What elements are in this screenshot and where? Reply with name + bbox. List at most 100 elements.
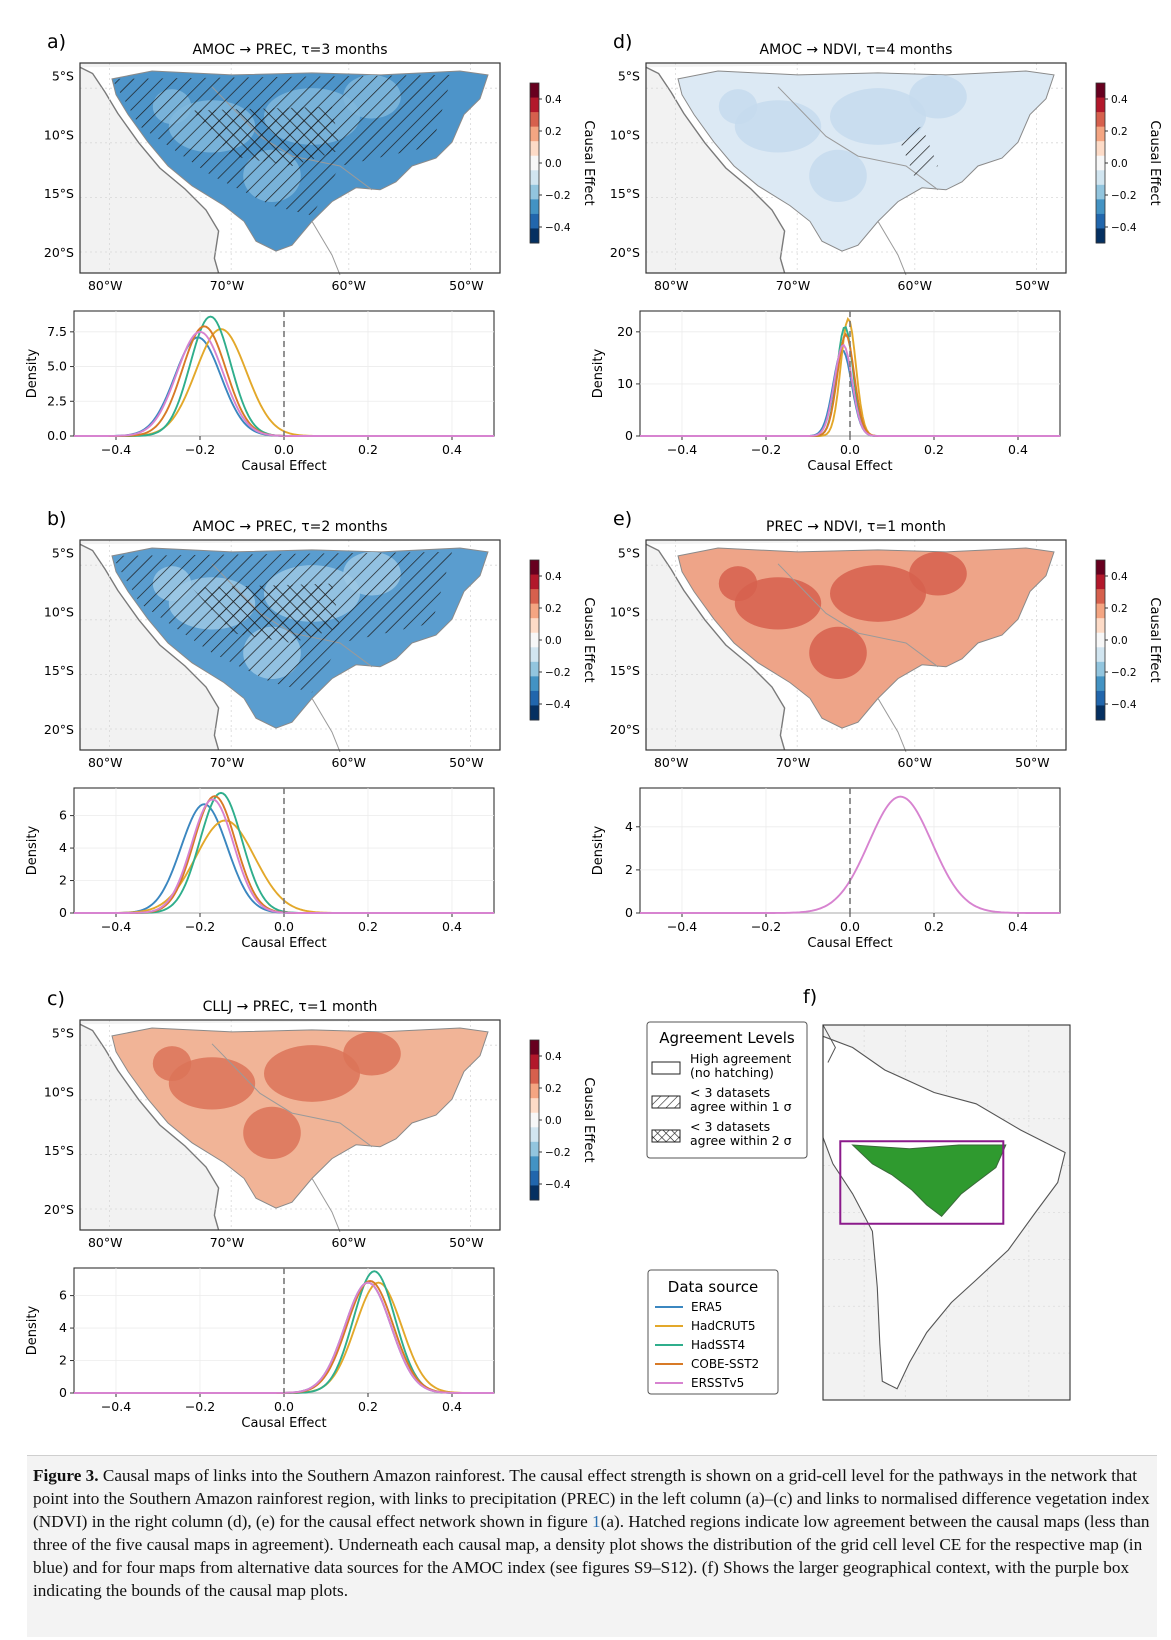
colorbar-segment bbox=[1096, 155, 1105, 171]
colorbar-tick-label: 0.0 bbox=[545, 1115, 562, 1127]
caption-text-1: Causal maps of links into the Southern A… bbox=[33, 1466, 1150, 1531]
colorbar-segment bbox=[1096, 618, 1105, 634]
agreement-legend-label: < 3 datasets bbox=[690, 1085, 770, 1100]
lat-tick-label: 15°S bbox=[44, 663, 74, 678]
colorbar-segment bbox=[530, 560, 539, 576]
lat-tick-label: 15°S bbox=[44, 1143, 74, 1158]
colorbar-tick-label: 0.2 bbox=[545, 126, 562, 138]
colorbar-segment bbox=[1096, 184, 1105, 200]
x-tick-label: 0.2 bbox=[358, 1399, 378, 1414]
colorbar-segment bbox=[1096, 126, 1105, 142]
hatch-low-agreement-2sigma bbox=[192, 583, 340, 643]
x-tick-label: −0.4 bbox=[101, 442, 131, 457]
colorbar-segment bbox=[1096, 170, 1105, 186]
colorbar-segment bbox=[530, 170, 539, 186]
caption-figure-ref-link[interactable]: 1 bbox=[592, 1512, 601, 1531]
x-axis-label: Causal Effect bbox=[807, 459, 892, 474]
lon-tick-label: 70°W bbox=[210, 278, 245, 293]
colorbar-tick-label: −0.2 bbox=[1111, 667, 1137, 679]
coastline bbox=[79, 66, 220, 274]
country-border bbox=[211, 1043, 373, 1148]
y-tick-label: 4 bbox=[59, 1320, 67, 1335]
colorbar-tick-label: 0.2 bbox=[545, 603, 562, 615]
colorbar-tick-label: 0.2 bbox=[545, 1083, 562, 1095]
y-tick-label: 6 bbox=[59, 1288, 67, 1303]
country-border bbox=[777, 563, 939, 668]
x-tick-label: −0.4 bbox=[667, 919, 697, 934]
panel-letter: f) bbox=[803, 986, 817, 1008]
lon-tick-label: 60°W bbox=[332, 278, 367, 293]
colorbar-label: Causal Effect bbox=[1147, 120, 1162, 205]
region-tone-blob bbox=[243, 1106, 301, 1160]
lon-tick-label: 80°W bbox=[88, 1235, 123, 1250]
lon-tick-label: 70°W bbox=[210, 1235, 245, 1250]
data-source-legend-label: ERSSTv5 bbox=[691, 1376, 744, 1390]
region-tone-blob bbox=[830, 565, 926, 622]
colorbar-segment bbox=[1096, 228, 1105, 244]
lat-tick-label: 10°S bbox=[44, 1084, 74, 1099]
map-frame bbox=[645, 62, 1067, 274]
x-axis-label: Causal Effect bbox=[241, 459, 326, 474]
lat-tick-label: 5°S bbox=[618, 546, 640, 561]
region-tone-blob bbox=[734, 577, 822, 630]
colorbar-segment bbox=[530, 1127, 539, 1143]
colorbar-tick-label: −0.2 bbox=[545, 1147, 571, 1159]
lat-tick-label: 10°S bbox=[610, 604, 640, 619]
legend-swatch-none bbox=[651, 1061, 681, 1075]
caption-text-2: (a). Hatched regions indicate low agreem… bbox=[33, 1512, 1150, 1600]
x-tick-label: −0.4 bbox=[101, 919, 131, 934]
colorbar-tick-label: 0.4 bbox=[1111, 94, 1128, 106]
lat-tick-label: 20°S bbox=[610, 722, 640, 737]
colorbar-segment bbox=[1096, 632, 1105, 648]
region-tone-blob bbox=[168, 1057, 256, 1110]
lon-tick-label: 60°W bbox=[332, 1235, 367, 1250]
x-tick-label: −0.2 bbox=[185, 1399, 215, 1414]
lat-tick-label: 5°S bbox=[618, 69, 640, 84]
agreement-legend-label: agree within 2 σ bbox=[690, 1133, 792, 1148]
data-source-legend: Data source ERA5 HadCRUT5 HadSST4 COBE-SST2 E… bbox=[647, 1269, 779, 1395]
colorbar-label: Causal Effect bbox=[581, 597, 596, 682]
colorbar-segment bbox=[530, 1040, 539, 1056]
panel-letter: e) bbox=[613, 508, 632, 530]
data-source-legend-label: HadSST4 bbox=[691, 1338, 745, 1352]
y-tick-label: 0 bbox=[59, 905, 67, 920]
lon-tick-label: 70°W bbox=[210, 755, 245, 770]
agreement-legend-label: (no hatching) bbox=[690, 1065, 774, 1080]
x-tick-label: 0.0 bbox=[274, 442, 294, 457]
colorbar-tick-label: −0.4 bbox=[545, 1179, 571, 1191]
colorbar-segment bbox=[530, 228, 539, 244]
colorbar-segment bbox=[1096, 589, 1105, 605]
colorbar-segment bbox=[530, 603, 539, 619]
x-axis-label: Causal Effect bbox=[241, 936, 326, 951]
region-tone-blob bbox=[909, 551, 967, 596]
colorbar-tick-label: 0.4 bbox=[545, 571, 562, 583]
density-plot-a: 0.0 2.5 5.0 7.5 −0.4 −0.2 0.0 0.2 0.4 Causal Effe… bbox=[25, 310, 495, 474]
x-tick-label: 0.4 bbox=[442, 1399, 462, 1414]
agreement-legend-label: High agreement bbox=[690, 1051, 791, 1066]
density-curve-ersstv5 bbox=[640, 343, 1060, 437]
colorbar-tick-label: 0.0 bbox=[545, 158, 562, 170]
country-border bbox=[311, 698, 341, 753]
agreement-legend: Agreement Levels High agreement(no hatchi… bbox=[646, 1021, 808, 1159]
colorbar-segment bbox=[1096, 603, 1105, 619]
panel-title: CLLJ → PREC, τ=1 month bbox=[203, 999, 378, 1015]
lat-tick-label: 20°S bbox=[44, 245, 74, 260]
agreement-legend-label: agree within 1 σ bbox=[690, 1099, 792, 1114]
colorbar-segment bbox=[1096, 213, 1105, 229]
map-frame bbox=[79, 539, 501, 751]
y-tick-label: 0 bbox=[625, 428, 633, 443]
panel-letter: d) bbox=[613, 31, 632, 53]
region-tone-blob bbox=[718, 566, 758, 602]
region-tone-blob bbox=[718, 89, 758, 125]
lat-tick-label: 15°S bbox=[610, 663, 640, 678]
x-tick-label: −0.2 bbox=[185, 919, 215, 934]
colorbar-segment bbox=[1096, 661, 1105, 677]
y-tick-label: 2 bbox=[59, 873, 67, 888]
coastline bbox=[79, 1023, 220, 1231]
colorbar-segment bbox=[1096, 97, 1105, 113]
colorbar-segment bbox=[530, 213, 539, 229]
lon-tick-label: 60°W bbox=[898, 278, 933, 293]
colorbar-segment bbox=[1096, 199, 1105, 215]
x-tick-label: 0.2 bbox=[358, 919, 378, 934]
colorbar-segment bbox=[530, 83, 539, 99]
